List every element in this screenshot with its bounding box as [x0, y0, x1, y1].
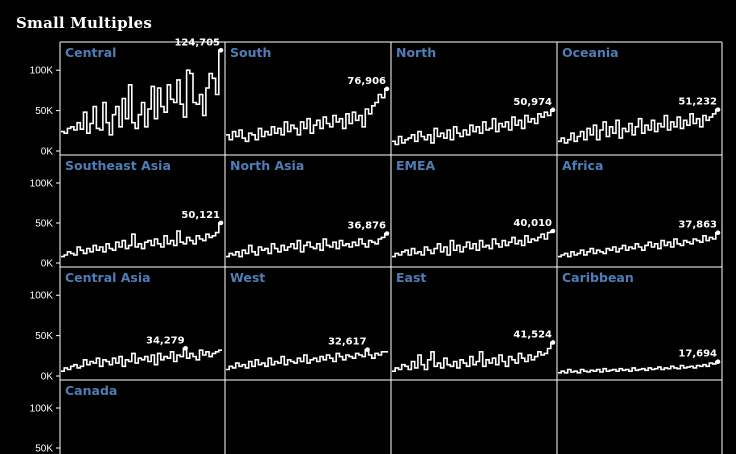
panel-title: EMEA — [396, 158, 436, 173]
end-value-label: 40,010 — [513, 218, 552, 229]
end-value-label: 51,232 — [678, 97, 717, 108]
end-point — [365, 347, 370, 352]
y-tick-label: 0K — [41, 147, 54, 158]
panel-north-asia: North Asia 36,876 — [226, 158, 390, 258]
end-value-label: 32,617 — [328, 337, 367, 348]
series-line — [392, 341, 554, 372]
panel-title: Oceania — [562, 45, 619, 60]
y-tick-label: 100K — [30, 66, 54, 77]
panel-central: Central 124,705 — [61, 37, 224, 136]
panel-caribbean: Caribbean 17,694 — [558, 270, 721, 374]
panel-title: West — [230, 270, 265, 285]
series-line — [392, 230, 554, 258]
series-line — [392, 109, 554, 146]
end-value-label: 124,705 — [174, 37, 220, 48]
series-line — [61, 49, 222, 136]
end-point — [715, 230, 721, 236]
y-tick-label: 50K — [35, 331, 53, 342]
series-line — [558, 231, 719, 258]
series-line — [226, 232, 388, 258]
panel-canada: Canada — [65, 383, 117, 398]
panel-title: Central Asia — [65, 270, 151, 285]
panel-north: North 50,974 — [392, 45, 556, 146]
panel-title: Canada — [65, 383, 117, 398]
end-point — [183, 346, 188, 351]
y-tick-label: 100K — [30, 179, 54, 190]
panel-title: North Asia — [230, 158, 304, 173]
panel-title: Southeast Asia — [65, 158, 171, 173]
panel-south: South 76,906 — [226, 45, 390, 143]
end-value-label: 50,974 — [513, 97, 552, 108]
end-point — [550, 107, 556, 113]
y-tick-label: 100K — [30, 291, 54, 302]
y-tick-label: 100K — [30, 404, 54, 415]
end-point — [384, 86, 390, 92]
y-tick-label: 50K — [35, 219, 53, 230]
end-point — [550, 228, 556, 234]
y-tick-label: 50K — [35, 106, 53, 117]
panel-africa: Africa 37,863 — [558, 158, 721, 258]
end-value-label: 41,524 — [513, 329, 552, 340]
end-value-label: 37,863 — [678, 220, 717, 231]
series-line — [226, 88, 388, 143]
y-tick-label: 50K — [35, 444, 53, 454]
end-point — [218, 47, 224, 53]
panel-east: East 41,524 — [392, 270, 556, 372]
series-line — [558, 360, 719, 374]
series-line — [558, 108, 719, 144]
end-value-label: 17,694 — [678, 349, 717, 360]
end-value-label: 34,279 — [146, 335, 185, 346]
end-value-label: 36,876 — [347, 220, 386, 231]
series-line — [61, 347, 222, 372]
panel-title: Africa — [562, 158, 603, 173]
panel-southeast-asia: Southeast Asia 50,121 — [61, 158, 224, 258]
end-point — [218, 220, 224, 226]
panel-oceania: Oceania 51,232 — [558, 45, 721, 144]
end-value-label: 50,121 — [181, 210, 220, 221]
panel-title: Caribbean — [562, 270, 634, 285]
y-tick-label: 0K — [41, 259, 54, 270]
end-point — [715, 359, 721, 365]
panel-title: South — [230, 45, 271, 60]
series-line — [61, 222, 222, 258]
y-tick-label: 0K — [41, 372, 54, 383]
series-line — [226, 348, 388, 371]
panel-west: West 32,617 — [226, 270, 388, 371]
panel-title: North — [396, 45, 436, 60]
chart-title: Small Multiples — [16, 14, 153, 32]
end-point — [550, 340, 556, 345]
panel-central-asia: Central Asia 34,279 — [61, 270, 222, 372]
panel-title: Central — [65, 45, 116, 60]
panel-title: East — [396, 270, 426, 285]
panel-emea: EMEA 40,010 — [392, 158, 556, 258]
end-point — [715, 107, 721, 112]
end-point — [384, 231, 390, 236]
end-value-label: 76,906 — [347, 76, 386, 87]
